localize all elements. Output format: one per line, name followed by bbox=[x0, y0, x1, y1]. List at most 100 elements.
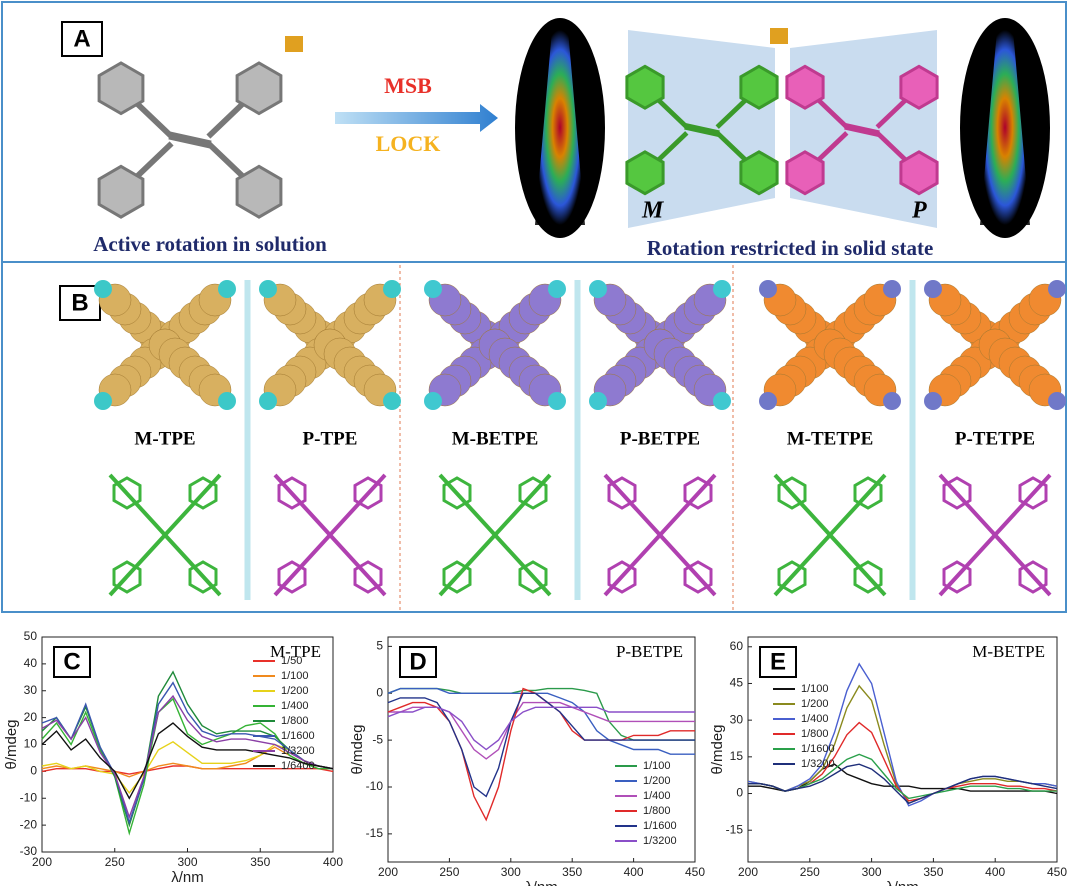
atom bbox=[713, 392, 731, 410]
series-line bbox=[387, 687, 695, 741]
bond bbox=[828, 473, 887, 537]
y-tick-label: -15 bbox=[366, 826, 384, 840]
panel-label: A bbox=[73, 25, 90, 52]
charts: 200 250 300 350 400-30-20-1001020304050λ/nmθ… bbox=[3, 629, 1067, 886]
atom bbox=[548, 392, 566, 410]
x-tick-label: 250 bbox=[105, 855, 125, 869]
legend-label: 1/50 bbox=[281, 655, 302, 667]
ring bbox=[625, 150, 665, 196]
bond bbox=[273, 473, 332, 537]
y-tick-label: -15 bbox=[726, 822, 744, 836]
ring bbox=[518, 476, 548, 510]
legend-label: 1/3200 bbox=[643, 835, 677, 847]
y-tick-label: 0 bbox=[30, 764, 37, 778]
ring bbox=[188, 476, 218, 510]
ring bbox=[607, 560, 637, 594]
bond bbox=[273, 533, 332, 597]
y-tick-label: 10 bbox=[24, 737, 38, 751]
y-axis-label: θ/mdeg bbox=[709, 724, 726, 774]
ring bbox=[777, 476, 807, 510]
bond bbox=[828, 533, 887, 597]
legend-label: 1/200 bbox=[801, 698, 829, 710]
plot-frame bbox=[387, 636, 696, 863]
x-tick-label: 450 bbox=[685, 865, 705, 879]
legend-label: 1/1600 bbox=[801, 743, 835, 755]
panel-label: D bbox=[409, 648, 426, 675]
ring bbox=[277, 476, 307, 510]
ring bbox=[188, 560, 218, 594]
ring bbox=[353, 476, 383, 510]
bond bbox=[993, 473, 1052, 537]
bond bbox=[658, 533, 717, 597]
y-tick-label: 5 bbox=[376, 639, 383, 653]
y-tick-label: -10 bbox=[20, 790, 38, 804]
atom bbox=[383, 280, 401, 298]
series-line bbox=[41, 697, 333, 836]
series-line bbox=[387, 692, 695, 798]
atom bbox=[713, 280, 731, 298]
tower bbox=[535, 30, 585, 225]
plot-frame bbox=[747, 636, 1058, 863]
legend-label: 1/800 bbox=[801, 728, 829, 740]
ring bbox=[97, 164, 145, 219]
atom bbox=[218, 280, 236, 298]
mirror bbox=[909, 280, 916, 600]
ring bbox=[518, 560, 548, 594]
bond bbox=[603, 473, 662, 537]
x-tick-label: 400 bbox=[624, 865, 644, 879]
ring bbox=[112, 560, 142, 594]
y-tick-label: 60 bbox=[730, 639, 744, 653]
handedness-label: P bbox=[911, 198, 927, 224]
y-tick-label: 40 bbox=[24, 656, 38, 670]
legend-label: 1/1600 bbox=[281, 730, 315, 742]
legend-label: 1/100 bbox=[801, 683, 829, 695]
panel-label-box bbox=[759, 646, 797, 678]
x-axis-label: λ/nm bbox=[886, 879, 919, 886]
atom bbox=[383, 392, 401, 410]
ring bbox=[739, 150, 779, 196]
tower bbox=[980, 30, 1030, 225]
ring bbox=[683, 476, 713, 510]
x-tick-label: 300 bbox=[177, 855, 197, 869]
bond bbox=[493, 473, 552, 537]
ring bbox=[899, 150, 939, 196]
x-tick-label: 200 bbox=[738, 865, 758, 879]
atom bbox=[883, 280, 901, 298]
bond bbox=[493, 533, 552, 597]
chart-title: M-TPE bbox=[270, 642, 321, 661]
ring bbox=[942, 560, 972, 594]
bond bbox=[684, 122, 720, 138]
legend-label: 1/400 bbox=[281, 700, 309, 712]
y-tick-label: 15 bbox=[730, 749, 744, 763]
atom bbox=[94, 392, 112, 410]
legend-label: 1/400 bbox=[643, 790, 671, 802]
y-tick-label: 30 bbox=[730, 712, 744, 726]
lock-icon bbox=[285, 36, 303, 52]
series-line bbox=[41, 694, 334, 820]
ring bbox=[97, 61, 145, 116]
y-axis-label: θ/mdeg bbox=[349, 724, 366, 774]
ring bbox=[625, 64, 665, 110]
panel-label: E bbox=[770, 648, 786, 675]
handedness-label: M bbox=[641, 198, 665, 224]
bond bbox=[773, 473, 832, 537]
series-line bbox=[387, 706, 695, 751]
bond bbox=[844, 122, 880, 138]
series-line bbox=[748, 763, 1058, 805]
molecule-label: M-BETPE bbox=[452, 428, 539, 449]
atom bbox=[94, 280, 112, 298]
ring bbox=[235, 164, 283, 219]
series-line bbox=[748, 753, 1057, 800]
legend-label: 1/100 bbox=[643, 760, 671, 772]
legend-label: 1/6400 bbox=[281, 760, 315, 772]
x-tick-label: 250 bbox=[439, 865, 459, 879]
panel-label: C bbox=[63, 648, 80, 675]
bond bbox=[328, 473, 387, 537]
atom bbox=[924, 392, 942, 410]
x-axis-label: λ/nm bbox=[171, 869, 204, 886]
x-tick-label: 200 bbox=[378, 865, 398, 879]
atom bbox=[424, 280, 442, 298]
chart-title: M-BETPE bbox=[972, 642, 1045, 661]
bond bbox=[168, 131, 212, 149]
series-line bbox=[388, 701, 695, 760]
